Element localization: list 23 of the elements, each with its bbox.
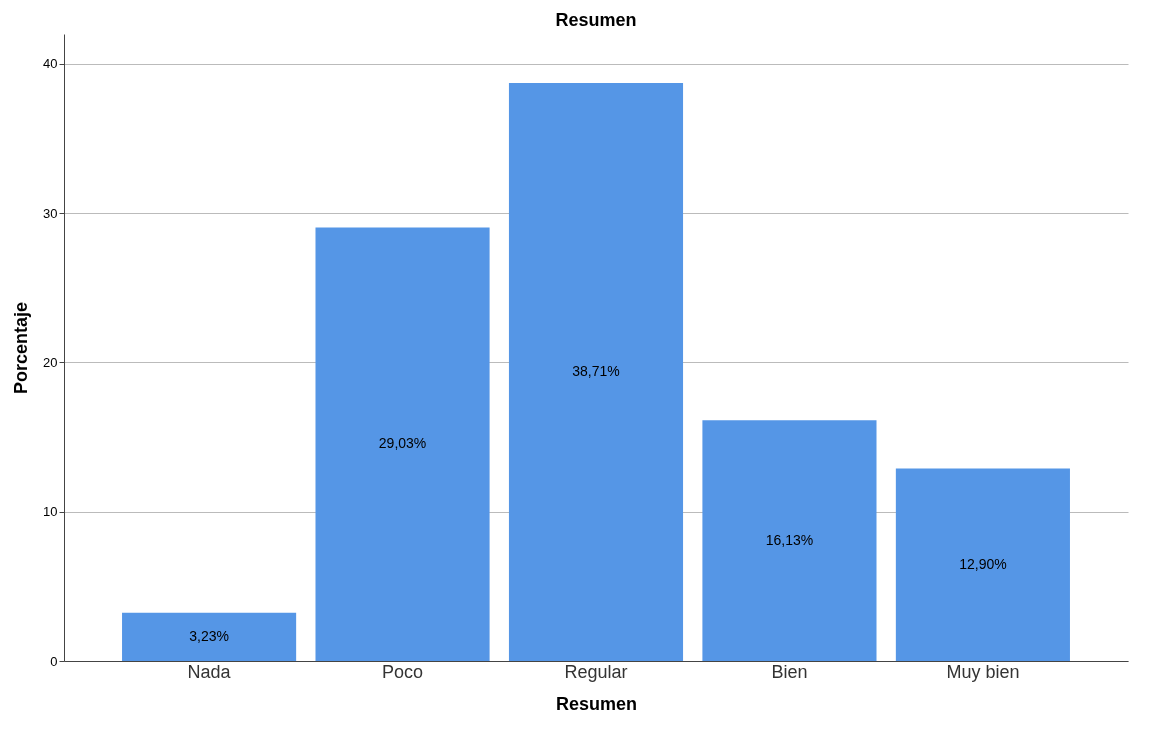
- x-tick-label: Regular: [564, 661, 628, 682]
- bar: [895, 468, 1070, 661]
- bar: [122, 612, 297, 661]
- data-label: 3,23%: [189, 627, 229, 644]
- y-tick-label: 10: [43, 504, 58, 520]
- y-tick-label: 40: [43, 56, 58, 72]
- x-axis-title: Resumen: [555, 693, 638, 714]
- data-label: 38,71%: [572, 363, 620, 380]
- x-tick-label: Poco: [382, 661, 424, 682]
- y-tick-label: 30: [43, 205, 58, 221]
- data-label: 12,90%: [959, 555, 1007, 572]
- data-label: 16,13%: [765, 531, 814, 548]
- x-tick-label: Bien: [771, 661, 808, 682]
- y-axis-title: Porcentaje: [11, 301, 32, 395]
- x-tick-label: Muy bien: [946, 661, 1020, 682]
- bar: [702, 420, 877, 661]
- y-tick-label: 20: [43, 354, 58, 370]
- y-tick-label: 0: [50, 653, 58, 669]
- x-tick-label: Nada: [187, 661, 232, 682]
- bar: [315, 227, 490, 661]
- chart-title: Resumen: [555, 10, 637, 30]
- bar: [508, 83, 684, 661]
- data-label: 29,03%: [378, 435, 427, 452]
